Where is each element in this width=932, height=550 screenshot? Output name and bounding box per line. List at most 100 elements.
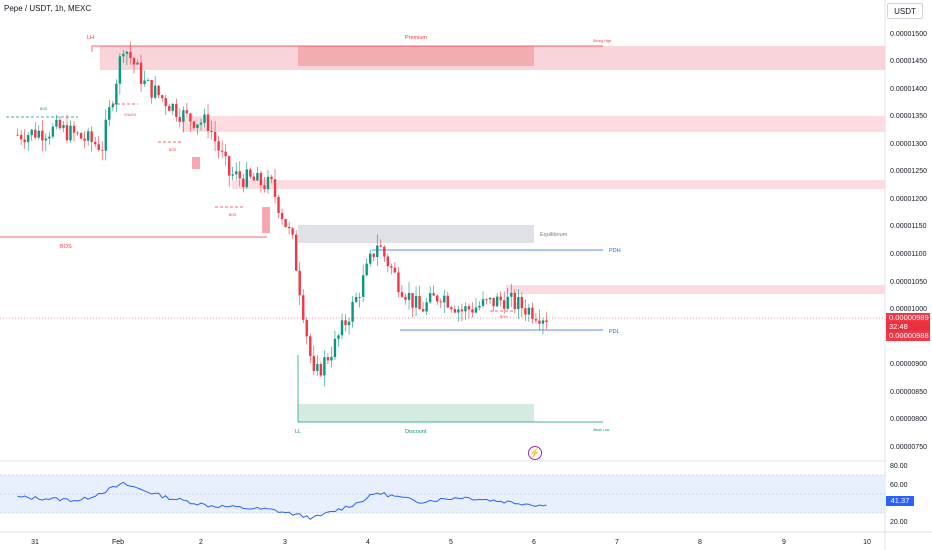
bos-small-red-3: BOS <box>500 315 508 319</box>
candle-up <box>506 296 509 309</box>
candle-down <box>160 95 164 99</box>
candle-down <box>390 266 393 268</box>
candle-up <box>108 107 111 120</box>
candle-down <box>175 103 178 118</box>
bos-small-red-1: BOS <box>169 148 177 152</box>
pdl-label: PDL <box>609 329 620 335</box>
candle-down <box>513 292 516 309</box>
candle-down <box>453 309 457 313</box>
candle-down <box>436 295 439 302</box>
candle-down <box>273 179 277 197</box>
time-tick: 2 <box>199 539 203 546</box>
candle-down <box>16 134 19 136</box>
candle-down <box>76 132 79 134</box>
ob-small-1 <box>192 157 200 169</box>
time-tick: 4 <box>366 539 370 546</box>
candle-down <box>83 138 86 141</box>
current-price-tag: 0.00000989 <box>886 313 930 323</box>
candle-down <box>503 300 506 309</box>
price-tick: 0.00000900 <box>890 361 927 368</box>
candlesticks <box>16 41 548 387</box>
time-tick: 5 <box>449 539 453 546</box>
candle-down <box>545 320 548 322</box>
candle-down <box>312 356 316 371</box>
price-tick: 0.00001350 <box>890 113 927 120</box>
candle-down <box>224 151 227 157</box>
candle-up <box>517 297 520 309</box>
pdh-label: PDH <box>609 248 621 254</box>
candle-down <box>168 106 171 111</box>
bos-small-green: BOS <box>40 107 48 111</box>
candle-up <box>111 104 115 108</box>
premium-label: Premium <box>405 35 427 41</box>
candle-down <box>393 267 397 273</box>
bos-small-red-2: BOS <box>229 213 237 217</box>
candle-down <box>298 270 301 296</box>
price-tick: 0.00001500 <box>890 31 927 38</box>
level-lines <box>0 45 885 423</box>
candle-up <box>122 53 125 57</box>
weak-low-label: Weak Low <box>593 428 610 432</box>
candle-down <box>157 85 160 96</box>
lh-label: LH <box>87 35 94 41</box>
candle-up <box>457 309 460 313</box>
time-tick: 8 <box>698 539 702 546</box>
candle-down <box>249 169 252 177</box>
candle-down <box>23 139 26 143</box>
candle-down <box>499 296 502 301</box>
candle-up <box>231 174 234 176</box>
currency-button[interactable]: USDT <box>887 3 923 19</box>
rsi-axis: 80.00 60.00 20.00 <box>890 463 908 526</box>
candle-down <box>280 212 284 220</box>
candle-up <box>136 62 139 65</box>
candle-up <box>425 302 428 312</box>
candle-up <box>44 138 48 141</box>
candle-down <box>101 149 104 151</box>
price-tick: 0.00001000 <box>890 306 927 313</box>
candle-up <box>369 253 372 264</box>
supply-zone-3 <box>506 285 885 294</box>
candle-down <box>538 320 541 324</box>
candle-down <box>192 121 196 128</box>
candle-up <box>541 320 545 324</box>
candle-down <box>379 245 382 247</box>
candle-up <box>358 296 361 298</box>
candle-up <box>428 293 432 303</box>
candle-down <box>534 319 538 321</box>
price-tick: 0.00001200 <box>890 196 927 203</box>
candle-down <box>41 130 44 141</box>
candle-up <box>146 79 150 81</box>
candle-up <box>55 119 58 127</box>
candle-countdown: 32:48 <box>886 322 930 331</box>
equilibrium-zone <box>298 225 534 243</box>
candle-down <box>97 144 100 150</box>
rsi-line <box>17 481 547 520</box>
candle-up <box>323 357 326 376</box>
candle-up <box>266 176 270 190</box>
candle-up <box>474 307 478 313</box>
candle-down <box>386 256 390 267</box>
candle-down <box>397 272 400 293</box>
candle-up <box>153 85 157 98</box>
candle-down <box>344 320 347 326</box>
price-tick: 0.00000750 <box>890 444 927 451</box>
zones <box>100 46 885 422</box>
time-tick: 7 <box>615 539 619 546</box>
candle-down <box>294 234 298 271</box>
candle-up <box>365 263 368 276</box>
candle-down <box>277 196 280 213</box>
candle-up <box>510 292 513 297</box>
candle-up <box>337 335 340 339</box>
candle-up <box>171 103 174 111</box>
choch-label: CHoCH <box>124 113 137 117</box>
rsi-tick: 80.00 <box>890 463 908 470</box>
candle-down <box>270 176 273 180</box>
candle-down <box>291 228 294 235</box>
strong-high-label: Strong High <box>593 39 612 43</box>
price-tick: 0.00001400 <box>890 86 927 93</box>
candle-up <box>407 292 411 300</box>
candle-down <box>189 113 192 122</box>
chart-title: Pepe / USDT, 1h, MEXC <box>4 4 92 13</box>
lightning-icon[interactable]: ⚡ <box>528 446 542 460</box>
